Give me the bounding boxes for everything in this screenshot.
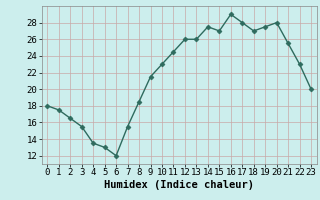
X-axis label: Humidex (Indice chaleur): Humidex (Indice chaleur)	[104, 180, 254, 190]
